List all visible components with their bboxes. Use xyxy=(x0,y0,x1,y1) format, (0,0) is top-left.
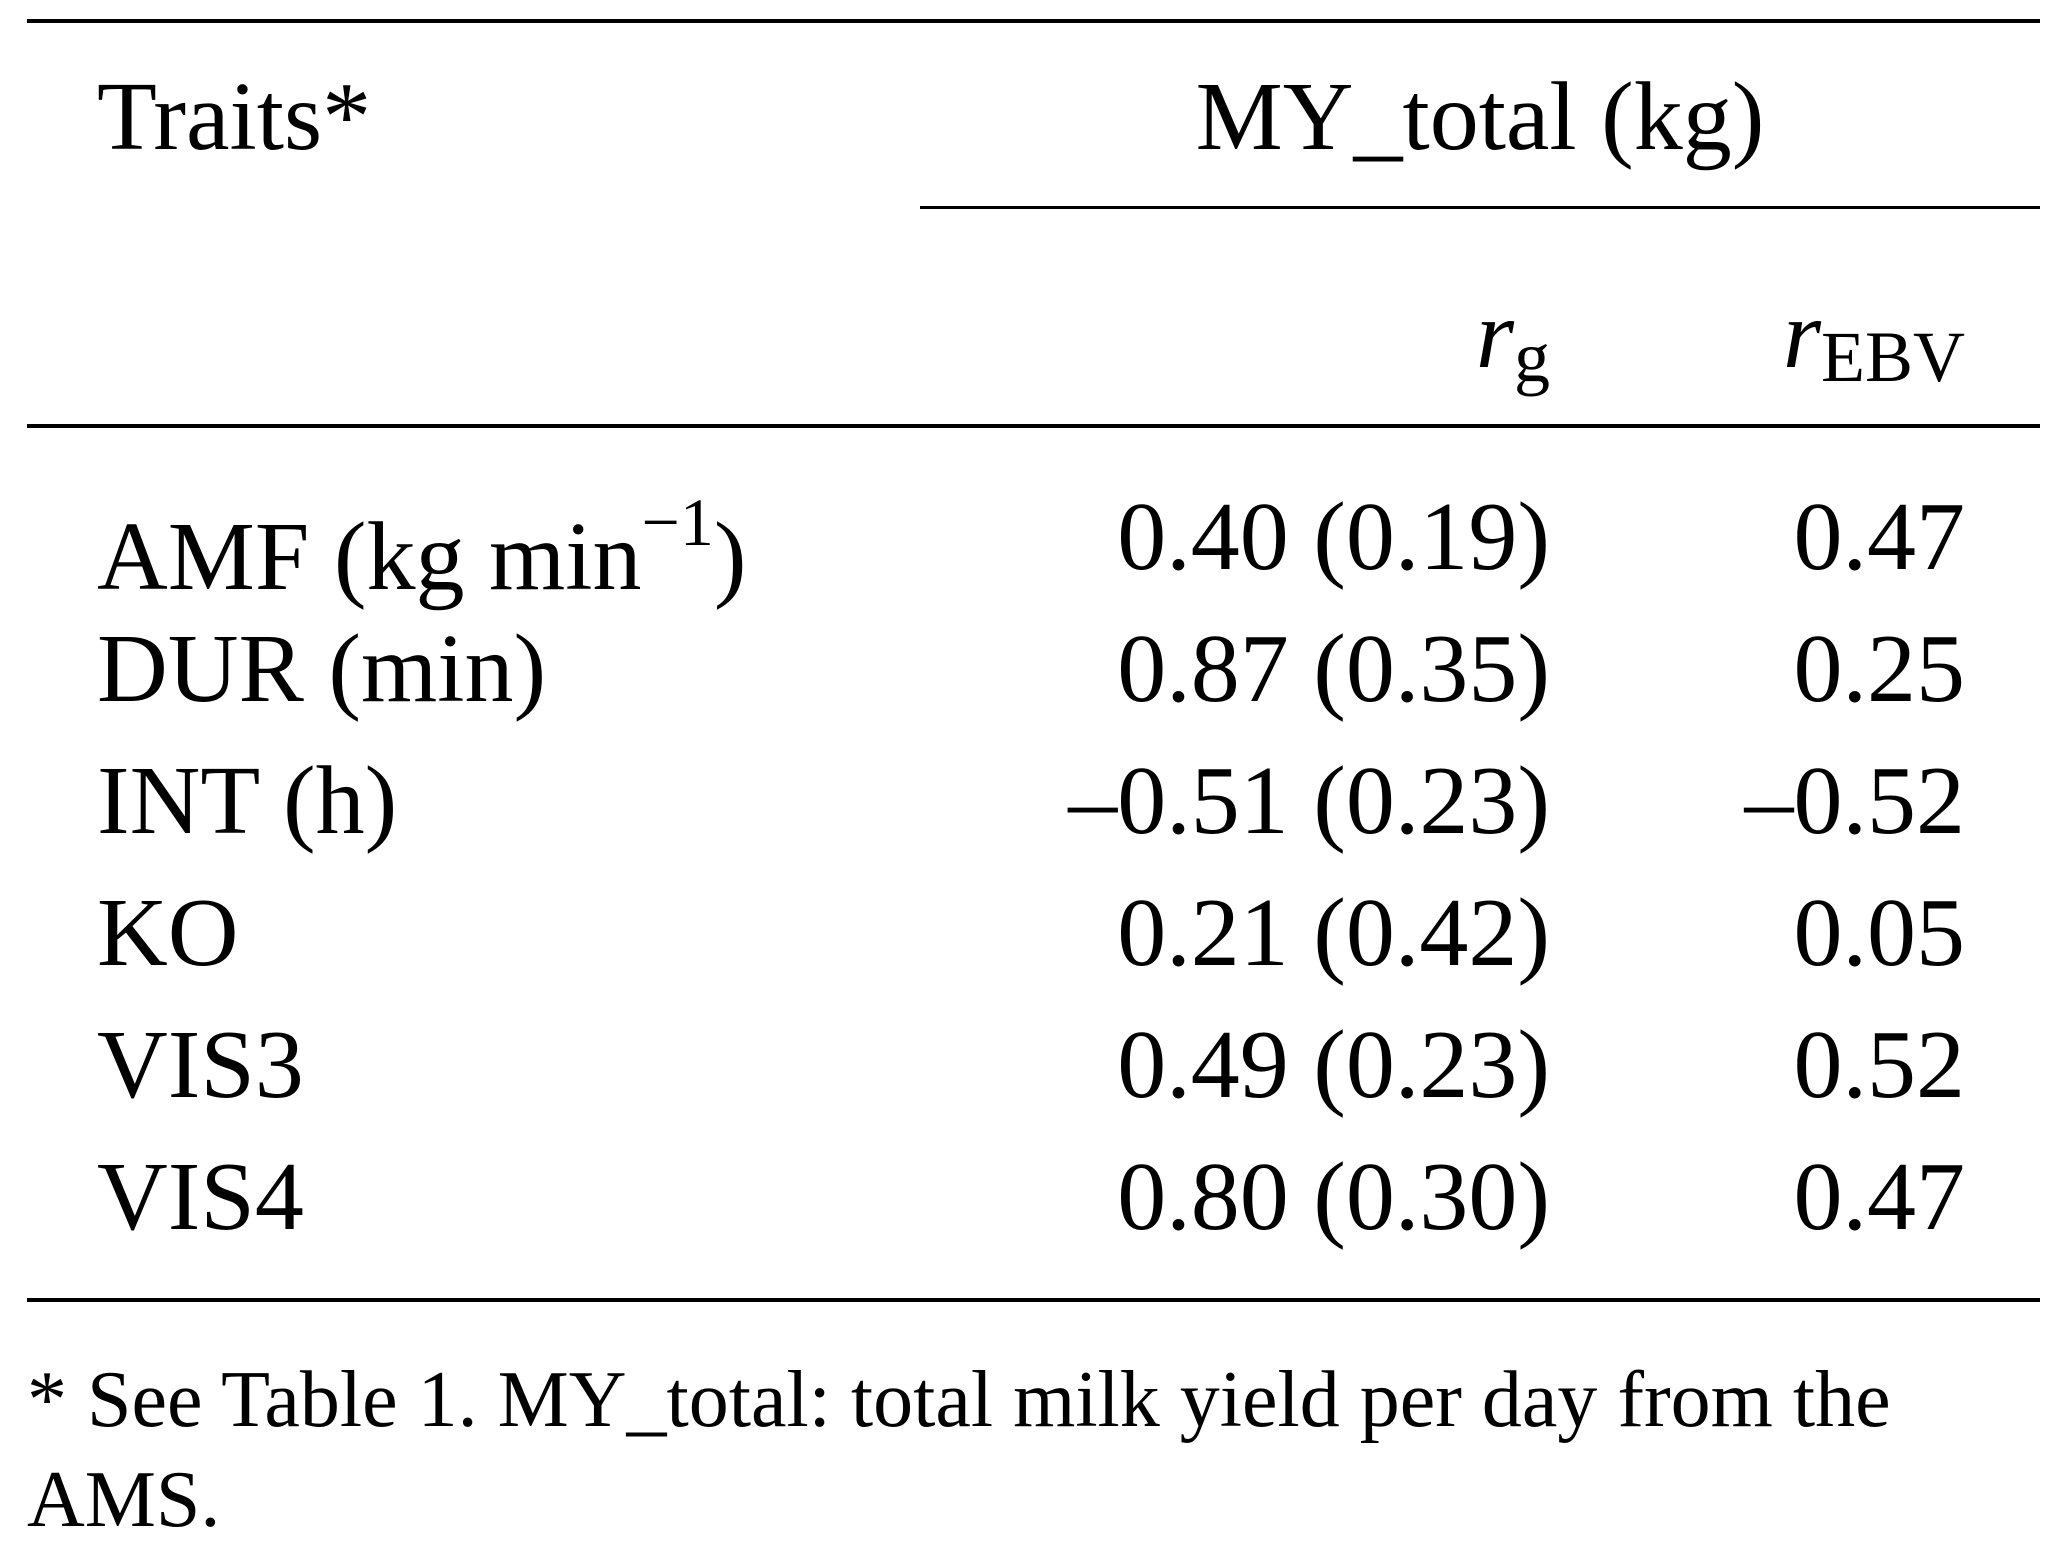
table-row-rebv: 0.52 xyxy=(1793,1011,1966,1119)
table-row-trait: KO xyxy=(97,879,239,987)
table-row-trait: VIS4 xyxy=(97,1143,304,1251)
table-row-rebv: 0.47 xyxy=(1793,1143,1966,1251)
my-total-group-header: MY_total (kg) xyxy=(1195,63,1765,171)
table-row-rg: 0.49 (0.23) xyxy=(1117,1011,1550,1119)
table-row-rebv: –0.52 xyxy=(1744,747,1966,855)
rebv-column-header: rEBV xyxy=(1782,281,1965,397)
header-bottom-rule xyxy=(27,424,2040,428)
table-row-rebv: 0.47 xyxy=(1793,483,1966,591)
group-header-rule xyxy=(920,206,2040,209)
table-row-rg: –0.51 (0.23) xyxy=(1068,747,1550,855)
table-row-rebv: 0.25 xyxy=(1793,615,1966,723)
table-row-trait: INT (h) xyxy=(97,747,398,855)
table-row-trait: DUR (min) xyxy=(97,615,547,723)
table-row-rg: 0.87 (0.35) xyxy=(1117,615,1550,723)
rg-column-header: rg xyxy=(1475,281,1550,397)
traits-column-header: Traits* xyxy=(97,63,372,171)
table-bottom-rule xyxy=(27,1298,2040,1302)
table-footnote: * See Table 1. MY_total: total milk yiel… xyxy=(27,1356,1891,1544)
table-row-trait: AMF (kg min−1) xyxy=(97,484,747,611)
table-row-rg: 0.40 (0.19) xyxy=(1117,483,1550,591)
table-top-rule xyxy=(27,19,2040,23)
table-row-rg: 0.21 (0.42) xyxy=(1117,879,1550,987)
table-row-rg: 0.80 (0.30) xyxy=(1117,1143,1550,1251)
table-row-trait: VIS3 xyxy=(97,1011,304,1119)
table-row-rebv: 0.05 xyxy=(1793,879,1966,987)
